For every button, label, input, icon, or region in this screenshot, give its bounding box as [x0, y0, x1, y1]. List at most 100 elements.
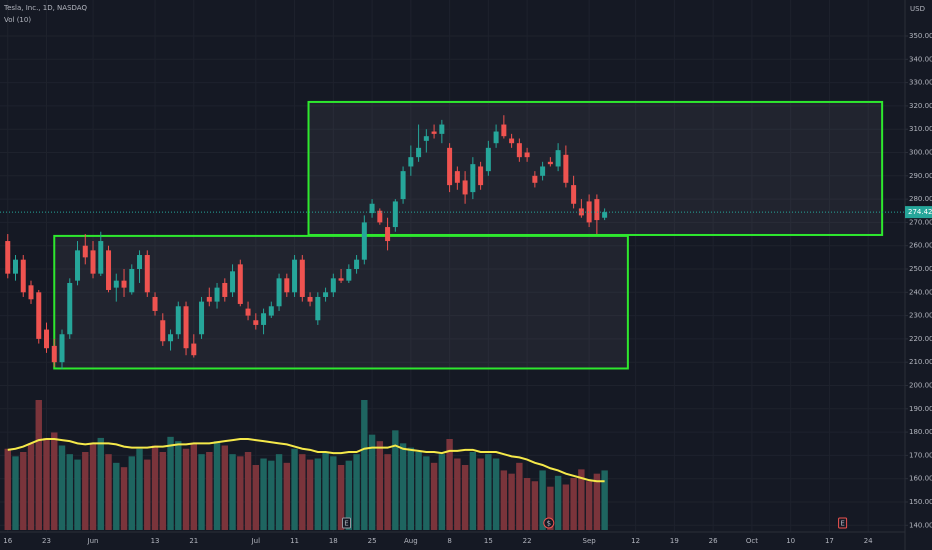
volume-bar: [58, 445, 66, 530]
event-marker: [543, 517, 555, 529]
candle-body: [51, 345, 57, 363]
candle-body: [377, 210, 383, 223]
y-tick-label: 300.00: [909, 148, 932, 156]
volume-bar: [43, 437, 50, 530]
candle-body: [5, 241, 11, 274]
volume-bar: [547, 486, 554, 530]
candle-body: [292, 259, 298, 293]
x-tick-label: 12: [631, 537, 640, 545]
candle-body: [214, 287, 220, 302]
candle-body: [284, 278, 290, 293]
candle-body: [206, 296, 212, 302]
candle-body: [330, 278, 336, 293]
volume-bar: [601, 470, 608, 530]
candle-body: [245, 308, 251, 316]
volume-bar: [585, 481, 593, 530]
volume-bar: [283, 462, 291, 530]
candle-body: [408, 157, 414, 167]
candle-body: [183, 306, 189, 349]
volume-bar: [554, 475, 562, 530]
y-tick-label: 350.00: [909, 32, 932, 40]
x-tick-label: 22: [523, 537, 532, 545]
x-tick-label: 17: [825, 537, 834, 545]
volume-bar: [438, 454, 446, 530]
volume-bar: [151, 445, 159, 530]
candle-body: [462, 180, 468, 195]
candle-body: [547, 161, 553, 165]
candle-body: [315, 296, 321, 321]
candle-body: [338, 278, 344, 281]
candle-body: [268, 306, 274, 316]
volume-bar: [291, 448, 298, 530]
candle-body: [470, 164, 476, 193]
x-tick-label: 11: [290, 537, 299, 545]
candle-body: [307, 296, 313, 302]
candle-body: [230, 271, 236, 293]
candle-body: [106, 250, 112, 290]
y-tick-label: 200.00: [909, 382, 932, 390]
volume-bar: [361, 400, 368, 530]
volume-bar: [353, 454, 360, 530]
y-tick-label: 320.00: [909, 102, 932, 110]
candle-body: [222, 282, 228, 297]
volume-bar: [20, 452, 27, 530]
volume-bar: [159, 452, 166, 530]
last-price-label: 274.42: [908, 208, 932, 216]
candle-body: [501, 124, 507, 137]
chart-title: Tesla, Inc., 1D, NASDAQ: [3, 4, 87, 12]
volume-bar: [446, 439, 453, 530]
candle-body: [152, 296, 158, 311]
volume-bar: [12, 456, 19, 530]
x-tick-label: 23: [42, 537, 51, 545]
volume-bar: [337, 465, 345, 530]
candle-body: [75, 250, 81, 281]
volume-bar: [74, 459, 81, 530]
candle-body: [431, 131, 437, 134]
volume-bar: [306, 459, 314, 530]
volume-bar: [492, 458, 500, 530]
event-label: E: [840, 520, 844, 528]
volume-bar: [593, 473, 601, 530]
volume-bar: [35, 400, 42, 530]
volume-bar: [454, 458, 461, 530]
x-tick-label: 8: [447, 537, 451, 545]
candle-body: [168, 334, 174, 342]
volume-bar: [314, 458, 322, 530]
volume-bar: [578, 469, 585, 530]
volume-bar: [136, 448, 143, 530]
volume-bar: [423, 456, 430, 530]
x-tick-label: 19: [670, 537, 679, 545]
volume-bar: [252, 465, 260, 530]
candle-body: [532, 175, 538, 183]
x-tick-label: Aug: [404, 537, 418, 545]
volume-bar: [477, 458, 484, 530]
y-tick-label: 250.00: [909, 265, 932, 273]
y-tick-label: 180.00: [909, 428, 932, 436]
candle-body: [36, 292, 42, 339]
candle-body: [439, 124, 445, 134]
y-tick-label: 150.00: [909, 498, 932, 506]
candle-body: [400, 171, 406, 200]
event-label: E: [344, 520, 348, 528]
volume-bar: [105, 454, 112, 530]
candle-body: [144, 255, 150, 293]
x-tick-label: Sep: [583, 537, 597, 545]
candle-body: [571, 185, 577, 204]
y-tick-label: 260.00: [909, 242, 932, 250]
volume-bar: [469, 452, 477, 530]
y-tick-label: 270.00: [909, 218, 932, 226]
volume-bar: [430, 462, 438, 530]
candle-body: [160, 320, 166, 342]
y-tick-label: 170.00: [909, 451, 932, 459]
candle-body: [416, 147, 422, 158]
y-tick-label: 190.00: [909, 405, 932, 413]
volume-title: Vol (10): [4, 16, 31, 24]
x-tick-label: 21: [189, 537, 198, 545]
volume-bar: [144, 459, 151, 530]
volume-bar: [562, 484, 570, 530]
x-tick-label: 13: [151, 537, 160, 545]
volume-bar: [113, 462, 120, 530]
volume-bar: [368, 434, 376, 530]
x-tick-label: 26: [709, 537, 718, 545]
candle-body: [121, 280, 127, 288]
